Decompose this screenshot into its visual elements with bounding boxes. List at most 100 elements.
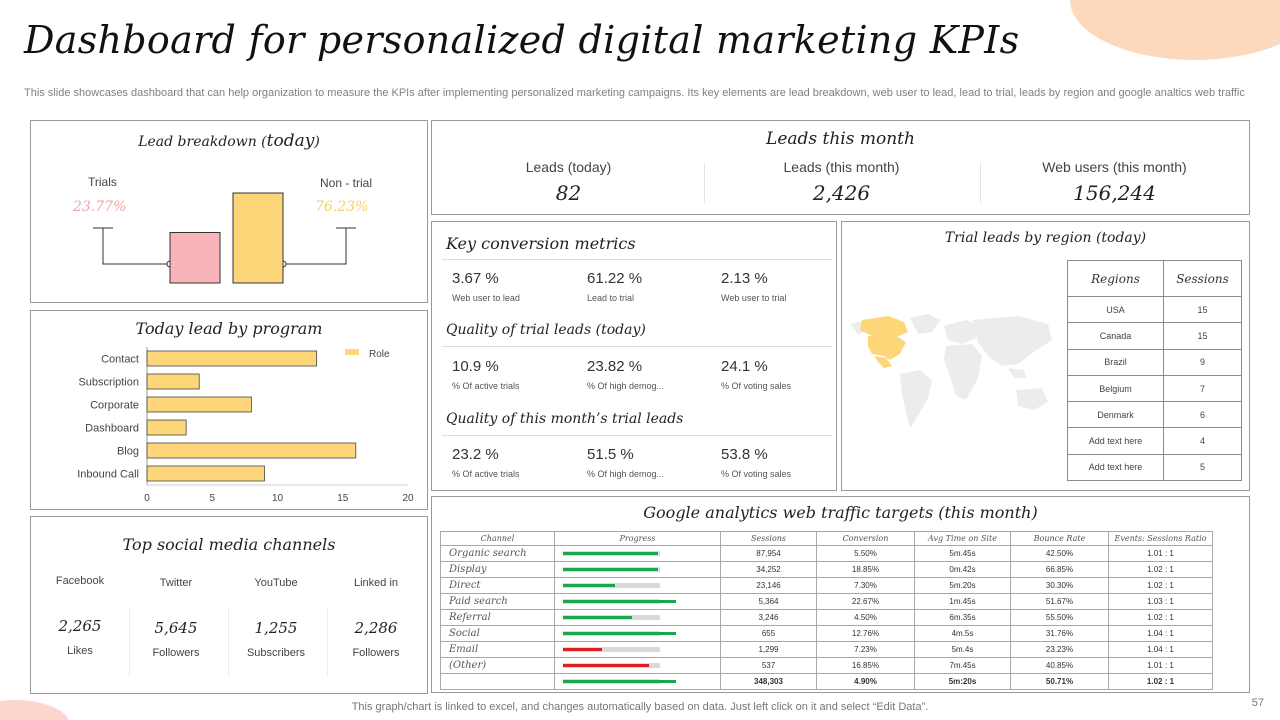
region-sessions: 15: [1163, 322, 1242, 350]
sessions-cell: 34,252: [720, 561, 817, 578]
col-header-avg-time: Avg Time on Site: [914, 531, 1011, 546]
bar-dashboard[interactable]: [146, 419, 187, 436]
table-row: Social 655 12.76% 4m.5s 31.76% 1.04 : 1: [440, 625, 1213, 642]
ratio-cell: 1.02 : 1: [1108, 673, 1213, 690]
channel-value: 2,265: [58, 617, 102, 635]
x-tick-label: 5: [209, 493, 215, 504]
metric-value: 3.67 %: [452, 270, 499, 287]
category-label: Dashboard: [85, 423, 139, 435]
lead-breakdown-title-today: today: [266, 131, 315, 151]
lead-breakdown-panel[interactable]: Lead breakdown (today) Trials 23.77% Non…: [30, 120, 428, 303]
nontrial-bar[interactable]: [232, 192, 284, 284]
metric-value: 23.2 %: [452, 446, 499, 463]
leads-this-month-title: Leads this month: [766, 129, 915, 149]
conversion-cell: 4.90%: [816, 673, 915, 690]
progress-fill: [563, 568, 659, 571]
metric-value: 23.82 %: [587, 358, 643, 375]
col-header-bounce-rate: Bounce Rate: [1010, 531, 1109, 546]
channel-unit: Followers: [152, 647, 200, 659]
progress-bar: [563, 679, 712, 684]
metric-web-user-to-lead: 3.67 % Web user to lead: [452, 270, 582, 303]
bar-contact[interactable]: [146, 350, 318, 367]
category-label: Subscription: [78, 377, 139, 389]
metric-voting-sales-month: 53.8 % % Of voting sales: [721, 446, 851, 479]
progress-cell: [554, 641, 721, 658]
progress-bar: [563, 631, 712, 636]
col-header-sessions: Sessions: [1163, 260, 1242, 297]
trials-bar[interactable]: [169, 231, 221, 284]
leads-today-stat: Leads (today) 82: [432, 159, 705, 205]
channel-cell: Email: [440, 641, 555, 658]
social-media-panel: Top social media channels Facebook 2,265…: [30, 516, 428, 694]
progress-cell: [554, 673, 721, 690]
stat-label: Web users (this month): [1042, 159, 1187, 175]
lead-breakdown-title-prefix: Lead breakdown (: [138, 134, 267, 150]
avg-time-cell: 5m:20s: [914, 673, 1011, 690]
table-row: Organic search 87,954 5.50% 5m.45s 42.50% 1.0…: [440, 545, 1213, 562]
metric-value: 24.1 %: [721, 358, 768, 375]
bar-blog[interactable]: [146, 442, 357, 459]
progress-bar: [563, 567, 712, 572]
stat-label: Leads (today): [525, 159, 612, 175]
social-youtube[interactable]: YouTube 1,255 Subscribers: [227, 575, 325, 659]
world-map[interactable]: [848, 312, 1058, 432]
channel-cell: Social: [440, 625, 555, 642]
metric-high-demog-today: 23.82 % % Of high demog...: [587, 358, 717, 391]
region-sessions: 5: [1163, 453, 1242, 482]
table-row: Canada 15: [1067, 322, 1242, 350]
bounce-rate-cell: 50.71%: [1010, 673, 1109, 690]
ratio-cell: 1.02 : 1: [1108, 577, 1213, 594]
usa-shape: [868, 336, 906, 360]
col-header-events-ratio: Events: Sessions Ratio: [1108, 531, 1213, 546]
key-conversion-heading: Key conversion metrics: [446, 234, 636, 253]
progress-bar: [563, 551, 712, 556]
sessions-cell: 348,303: [720, 673, 817, 690]
progress-fill: [563, 648, 603, 651]
social-linkedin[interactable]: Linked in 2,286 Followers: [327, 575, 425, 659]
ratio-cell: 1.02 : 1: [1108, 561, 1213, 578]
metric-label: % Of high demog...: [587, 469, 665, 479]
trial-quality-today-heading: Quality of trial leads (today): [446, 322, 646, 338]
region-name: Add text here: [1067, 427, 1164, 455]
category-label: Contact: [101, 354, 139, 366]
bar-subscription[interactable]: [146, 373, 200, 390]
bounce-rate-cell: 51.67%: [1010, 593, 1109, 610]
table-row: Add text here 4: [1067, 427, 1242, 455]
lead-by-program-panel: Today lead by program Contact Subscriptio…: [30, 310, 428, 510]
region-title: Trial leads by region (today): [944, 230, 1147, 246]
progress-cell: [554, 545, 721, 562]
progress-bar: [563, 615, 712, 620]
program-title: Today lead by program: [135, 319, 323, 338]
metric-label: % Of active trials: [452, 381, 520, 391]
lead-by-program-chart[interactable]: Contact Subscription Corporate Dashboard Blo…: [31, 311, 429, 511]
divider: [327, 607, 328, 677]
bounce-rate-cell: 42.50%: [1010, 545, 1109, 562]
lead-breakdown-chart[interactable]: [31, 121, 429, 304]
progress-cell: [554, 609, 721, 626]
social-twitter[interactable]: Twitter 5,645 Followers: [127, 575, 225, 659]
conversion-cell: 7.23%: [816, 641, 915, 658]
sessions-cell: 1,299: [720, 641, 817, 658]
conversion-cell: 5.50%: [816, 545, 915, 562]
web-users-stat: Web users (this month) 156,244: [978, 159, 1251, 205]
region-sessions: 4: [1163, 427, 1242, 455]
social-facebook[interactable]: Facebook 2,265 Likes: [31, 575, 129, 657]
progress-bar: [563, 599, 712, 604]
metric-web-user-to-trial: 2.13 % Web user to trial: [721, 270, 851, 303]
trials-label: Trials: [88, 175, 117, 189]
x-tick-label: 10: [272, 493, 284, 504]
region-name: Canada: [1067, 322, 1164, 350]
bar-corporate[interactable]: [146, 396, 252, 413]
progress-fill: [563, 552, 659, 555]
channel-name: Facebook: [55, 575, 105, 587]
divider: [980, 163, 981, 203]
channel-value: 2,286: [354, 619, 398, 637]
divider: [442, 346, 832, 347]
progress-cell: [554, 657, 721, 674]
trial-quality-month-heading: Quality of this month’s trial leads: [446, 411, 684, 427]
region-name: Denmark: [1067, 401, 1164, 429]
bar-inbound-call[interactable]: [146, 465, 265, 482]
trial-leads-region-panel: Trial leads by region (today) Regions Ses…: [841, 221, 1250, 491]
conversion-cell: 4.50%: [816, 609, 915, 626]
table-row: Display 34,252 18.85% 0m.42s 66.85% 1.02 : 1: [440, 561, 1213, 578]
